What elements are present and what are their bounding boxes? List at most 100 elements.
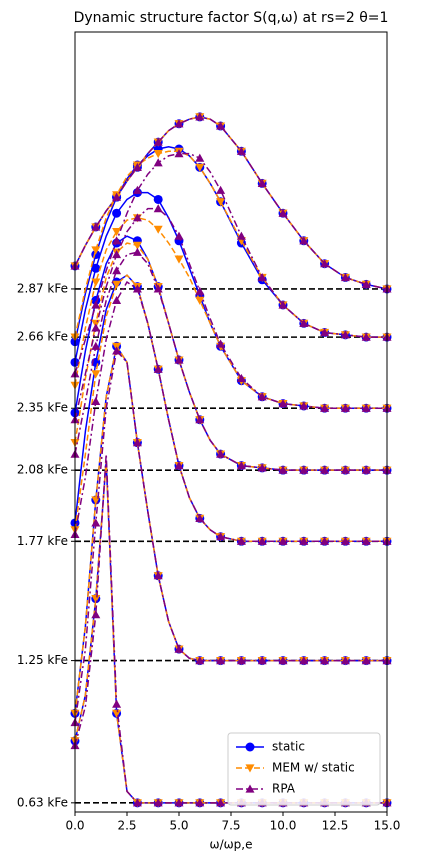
marker [91,396,101,405]
y-tick-label: 1.77 kFe [17,534,68,548]
series-line [75,116,387,290]
marker [257,536,267,545]
y-tick-label: 2.08 kFe [17,463,68,477]
marker [91,278,101,287]
marker [132,438,142,447]
x-tick-label: 2.5 [117,819,136,833]
marker [112,192,122,201]
chart-title: Dynamic structure factor S(q,ω) at rs=2 … [74,10,389,26]
marker [195,153,205,162]
marker [174,461,184,470]
marker [320,403,330,412]
marker [153,364,163,373]
marker [278,656,288,665]
marker [361,279,371,288]
marker [91,323,101,332]
marker [91,263,101,273]
marker [278,208,288,217]
marker [132,247,142,256]
marker [278,399,288,408]
marker [216,798,226,807]
marker [257,178,267,188]
marker [320,536,330,545]
marker [112,346,122,355]
y-tick-label: 2.87 kFe [17,281,68,295]
marker [320,328,330,337]
marker [112,280,122,289]
marker [153,194,163,204]
marker [236,146,246,155]
marker [195,656,205,665]
marker [174,119,184,128]
marker [91,222,101,231]
marker [153,149,163,159]
marker [361,536,371,545]
marker [112,266,122,275]
marker [132,162,142,171]
marker [216,656,226,665]
marker [174,231,184,240]
y-tick-label: 1.25 kFe [17,653,68,667]
marker [320,465,330,474]
marker [195,112,205,121]
marker [195,415,205,424]
marker [340,403,350,412]
legend-label: RPA [272,782,296,796]
marker [216,449,226,458]
marker [299,536,309,545]
marker [91,246,101,255]
marker [340,536,350,545]
marker [174,255,184,264]
marker [91,370,101,379]
marker [299,236,309,245]
marker [236,373,246,383]
series-line [75,344,387,714]
legend-label: MEM w/ static [272,761,355,775]
marker [257,272,267,282]
marker [91,595,101,604]
marker [112,699,122,708]
y-tick-label: 0.63 kFe [17,795,68,809]
series-line [75,344,387,714]
marker [174,355,184,364]
marker [195,286,205,295]
marker [320,259,330,268]
marker [91,341,101,350]
marker [361,465,371,474]
marker [278,465,288,474]
marker [257,656,267,665]
x-tick-label: 7.5 [221,819,240,833]
marker [112,250,122,259]
marker [236,536,246,545]
marker [132,213,142,222]
marker [112,227,122,237]
marker [195,513,205,522]
marker [236,231,246,240]
plot-frame [74,31,388,813]
marker [112,236,122,245]
x-tick-label: 10.0 [270,819,297,833]
marker [299,465,309,474]
marker [132,185,142,194]
legend-label: static [272,740,305,754]
marker [361,403,371,412]
marker [299,656,309,665]
marker [340,330,350,339]
marker [278,536,288,545]
marker [236,461,246,470]
marker [153,158,163,167]
marker [245,784,255,793]
marker [91,610,101,619]
legend-box [227,732,381,806]
marker [340,272,350,282]
series-line [75,349,387,723]
marker [112,709,122,718]
x-tick-label: 5.0 [169,819,188,833]
marker [216,185,226,194]
marker [299,401,309,410]
marker [91,300,101,309]
marker [153,798,163,807]
marker [153,204,163,213]
marker [216,532,226,541]
marker [361,332,371,341]
